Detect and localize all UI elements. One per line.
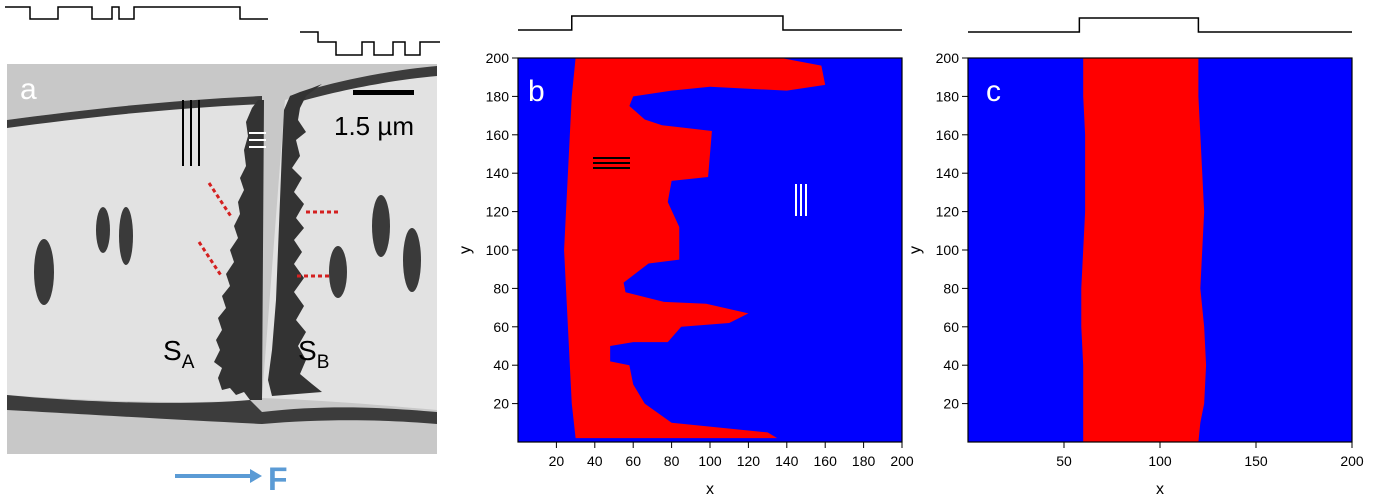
y-tick-label: 60 bbox=[493, 319, 509, 335]
x-tick-label: 50 bbox=[1056, 453, 1072, 469]
stripes-horizontal-icon-b bbox=[593, 157, 630, 169]
y-tick-label: 40 bbox=[493, 357, 509, 373]
y-tick-label: 40 bbox=[943, 357, 959, 373]
profile-a-left bbox=[5, 6, 268, 20]
panel-letter-a: a bbox=[20, 73, 37, 106]
island-1 bbox=[34, 239, 54, 305]
x-tick-label: 200 bbox=[1340, 453, 1364, 469]
x-tick-label: 150 bbox=[1244, 453, 1268, 469]
x-tick-label: 40 bbox=[587, 453, 603, 469]
scale-bar bbox=[353, 90, 414, 95]
x-tick-label: 20 bbox=[549, 453, 565, 469]
panel-c: 50 100 150 20020406080100120140160180200xy … bbox=[907, 17, 1364, 498]
y-tick-label: 80 bbox=[493, 280, 509, 296]
x-tick-label: 160 bbox=[814, 453, 838, 469]
x-tick-label: 180 bbox=[852, 453, 876, 469]
panel-a: 1.5 µm a SA SB F bbox=[5, 6, 440, 497]
panel-letter-b: b bbox=[528, 75, 545, 108]
x-tick-label: 100 bbox=[698, 453, 722, 469]
domain-sa bbox=[214, 100, 264, 400]
y-tick-label: 140 bbox=[936, 165, 960, 181]
grain-right bbox=[262, 70, 437, 410]
scale-label: 1.5 µm bbox=[334, 111, 414, 141]
stripes-horizontal-icon bbox=[249, 132, 266, 148]
y-tick-label: 140 bbox=[486, 165, 510, 181]
domain-sb bbox=[268, 84, 322, 396]
x-axis-label: x bbox=[1156, 481, 1164, 498]
x-tick-label: 200 bbox=[890, 453, 914, 469]
island-4 bbox=[329, 246, 347, 298]
panel-letter-c: c bbox=[986, 75, 1001, 108]
y-tick-label: 160 bbox=[486, 127, 510, 143]
island-5 bbox=[372, 195, 390, 257]
y-tick-label: 120 bbox=[486, 204, 510, 220]
plot-c: 50 100 150 200 20 40 60 80 100 120 140 160 180 200 x y bbox=[907, 50, 1364, 498]
x-tick-label: 140 bbox=[775, 453, 799, 469]
profile-a-right bbox=[300, 31, 440, 56]
y-axis-label: y bbox=[907, 246, 924, 254]
panel-b: 20 40 60 80 100 120 140 160 180 200 20 40 60 80 100 120… bbox=[457, 15, 914, 498]
label-sa: SA bbox=[163, 335, 195, 373]
stripes-vertical-icon bbox=[182, 100, 200, 166]
y-tick-label: 80 bbox=[943, 280, 959, 296]
y-tick-label: 200 bbox=[486, 50, 510, 66]
force-arrow-head bbox=[250, 469, 262, 483]
x-tick-label: 80 bbox=[664, 453, 680, 469]
island-3 bbox=[119, 207, 133, 265]
y-tick-label: 180 bbox=[486, 88, 510, 104]
stripes-vertical-icon-b bbox=[795, 184, 807, 216]
y-tick-label: 100 bbox=[936, 242, 960, 258]
y-tick-label: 200 bbox=[936, 50, 960, 66]
y-tick-label: 180 bbox=[936, 88, 960, 104]
profile-c bbox=[968, 17, 1352, 33]
y-tick-label: 100 bbox=[486, 242, 510, 258]
y-tick-label: 20 bbox=[943, 396, 959, 412]
dark-band-top-right bbox=[290, 66, 437, 104]
y-tick-label: 60 bbox=[943, 319, 959, 335]
dark-band-bottom bbox=[7, 395, 437, 424]
x-axis-label: x bbox=[706, 481, 714, 498]
x-tick-label: 100 bbox=[1148, 453, 1172, 469]
plot-b: 20 40 60 80 100 120 140 160 180 200 20 40 60 80 100 120… bbox=[457, 50, 914, 498]
profile-b bbox=[518, 15, 902, 31]
y-tick-label: 160 bbox=[936, 127, 960, 143]
force-label: F bbox=[268, 461, 288, 497]
grain-left bbox=[7, 100, 262, 403]
y-axis-label: y bbox=[457, 246, 474, 254]
region-inside bbox=[564, 58, 826, 439]
x-tick-label: 60 bbox=[625, 453, 641, 469]
region-inside bbox=[1081, 58, 1207, 442]
y-tick-label: 120 bbox=[936, 204, 960, 220]
y-tick-label: 20 bbox=[493, 396, 509, 412]
island-2 bbox=[96, 207, 110, 253]
island-6 bbox=[403, 228, 421, 292]
label-sb: SB bbox=[298, 335, 329, 373]
x-tick-label: 120 bbox=[737, 453, 761, 469]
